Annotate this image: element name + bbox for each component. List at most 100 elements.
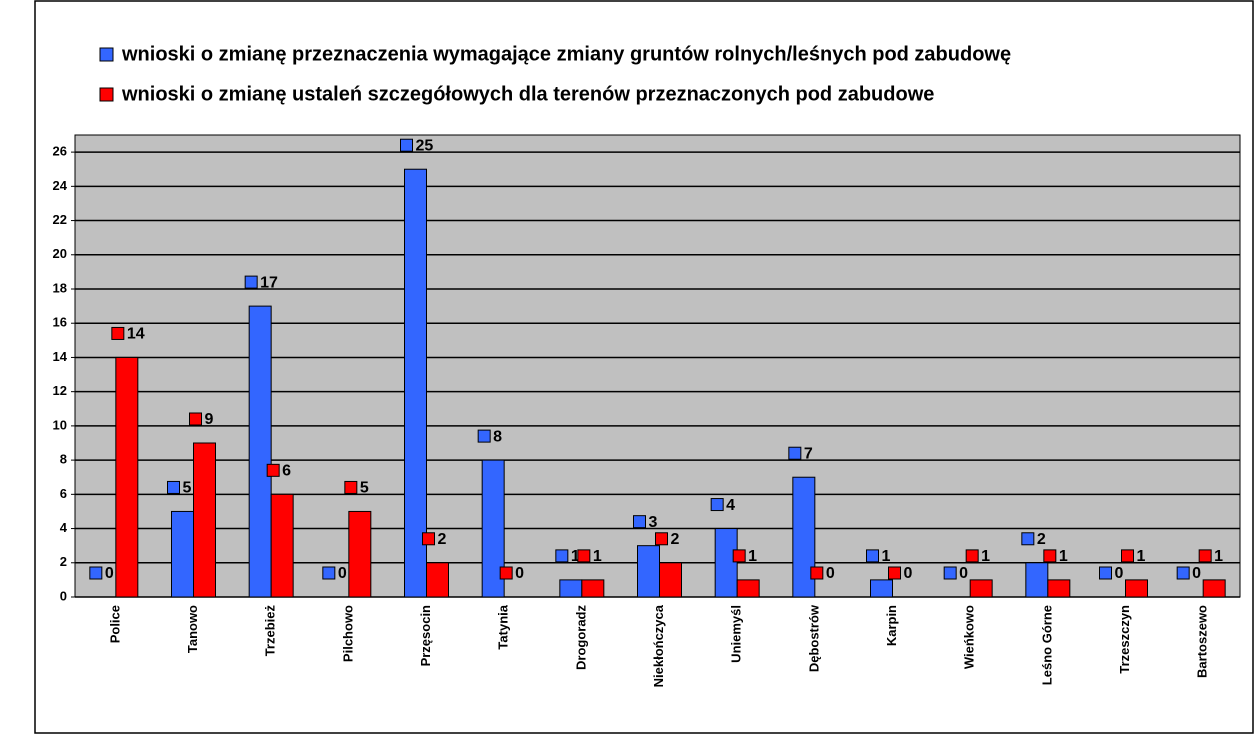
- data-label: 0: [826, 565, 835, 582]
- x-tick-label: Tanowo: [185, 605, 200, 653]
- data-label-key: [577, 549, 591, 563]
- bar: [426, 562, 449, 598]
- bar: [792, 476, 816, 598]
- data-label-key: [1198, 549, 1212, 563]
- bar: [714, 528, 738, 598]
- y-tick-label: 26: [53, 144, 67, 159]
- data-label: 1: [882, 548, 891, 565]
- bar: [1047, 579, 1071, 598]
- x-tick-label: Wieńkowo: [962, 605, 977, 669]
- y-tick-label: 24: [53, 178, 68, 193]
- data-label: 2: [1037, 531, 1046, 548]
- data-label: 1: [1059, 548, 1068, 565]
- data-label-key: [1176, 566, 1190, 580]
- data-label: 1: [1214, 548, 1223, 565]
- x-tick-label: Leśno Górne: [1039, 605, 1054, 685]
- bar: [1025, 562, 1049, 598]
- y-tick-label: 4: [60, 520, 68, 535]
- data-label-key: [244, 275, 258, 289]
- x-tick-label: Tatynia: [496, 604, 511, 649]
- data-label-key: [866, 549, 879, 563]
- bar: [870, 579, 893, 598]
- bar: [559, 579, 583, 598]
- bar: [1202, 579, 1226, 598]
- bar: [637, 545, 660, 598]
- data-label-key: [266, 463, 280, 477]
- data-label-key: [633, 515, 646, 529]
- data-label-key: [499, 566, 513, 580]
- y-tick-label: 6: [60, 486, 67, 501]
- bar: [736, 579, 760, 598]
- y-tick-label: 8: [60, 452, 67, 467]
- data-label-key: [189, 412, 202, 426]
- data-label: 0: [904, 565, 913, 582]
- y-tick-label: 16: [53, 315, 67, 330]
- data-label-key: [344, 480, 358, 494]
- bar: [1125, 579, 1148, 598]
- y-tick-label: 14: [53, 349, 68, 364]
- data-label: 0: [105, 565, 114, 582]
- data-label-key: [89, 566, 103, 580]
- x-tick-label: Drogoradz: [573, 605, 588, 671]
- x-tick-label: Trzebież: [263, 605, 278, 657]
- data-label: 2: [438, 531, 447, 548]
- bar: [248, 305, 272, 598]
- bar: [193, 442, 216, 598]
- data-label-key: [422, 532, 435, 546]
- x-tick-label: Police: [107, 605, 122, 643]
- data-label-key: [888, 566, 901, 580]
- data-label: 1: [593, 548, 602, 565]
- data-label: 17: [260, 274, 278, 291]
- data-label: 14: [127, 326, 145, 343]
- x-tick-label: Pilchowo: [340, 605, 355, 662]
- x-tick-label: Trzeszczyn: [1117, 605, 1132, 674]
- data-label: 7: [804, 445, 813, 462]
- data-label-key: [655, 532, 668, 546]
- data-label-key: [810, 566, 824, 580]
- bar: [348, 510, 372, 598]
- data-label-key: [1043, 549, 1057, 563]
- data-label: 1: [571, 548, 580, 565]
- data-label: 4: [726, 497, 735, 514]
- x-tick-label: Bartoszewo: [1195, 605, 1210, 678]
- legend-label: wnioski o zmianę ustaleń szczegółowych d…: [121, 83, 934, 105]
- x-tick-label: Uniemyśl: [729, 605, 744, 663]
- legend-label: wnioski o zmianę przeznaczenia wymagając…: [121, 43, 1011, 65]
- x-tick-label: Dębostrów: [806, 604, 821, 672]
- data-label-key: [477, 429, 491, 443]
- data-label-key: [400, 138, 413, 152]
- data-label: 0: [515, 565, 524, 582]
- data-label: 25: [416, 137, 434, 154]
- bar: [115, 356, 139, 598]
- data-label: 0: [1115, 565, 1124, 582]
- bar: [481, 459, 505, 598]
- data-label-key: [943, 566, 957, 580]
- data-label: 6: [282, 463, 291, 480]
- bar: [581, 579, 605, 598]
- legend-swatch: [99, 87, 114, 102]
- y-tick-label: 2: [60, 554, 67, 569]
- data-label: 1: [748, 548, 757, 565]
- data-label-key: [732, 549, 746, 563]
- data-label-key: [322, 566, 336, 580]
- y-tick-label: 10: [53, 417, 67, 432]
- data-label-key: [965, 549, 979, 563]
- bar: [404, 168, 427, 598]
- y-tick-label: 22: [53, 212, 67, 227]
- data-label-key: [788, 446, 802, 460]
- data-label: 1: [981, 548, 990, 565]
- x-tick-label: Przęsocin: [418, 605, 433, 666]
- y-tick-label: 12: [53, 383, 67, 398]
- data-label-key: [710, 498, 724, 512]
- x-tick-label: Karpin: [884, 605, 899, 646]
- data-label: 2: [671, 531, 680, 548]
- data-label-key: [1121, 549, 1134, 563]
- data-label: 9: [205, 411, 214, 428]
- data-label-key: [1021, 532, 1035, 546]
- data-label: 0: [959, 565, 968, 582]
- data-label-key: [555, 549, 569, 563]
- data-label: 8: [493, 428, 502, 445]
- bar: [171, 510, 194, 598]
- x-tick-label: Niekłończyca: [651, 604, 666, 687]
- data-label: 5: [183, 480, 192, 497]
